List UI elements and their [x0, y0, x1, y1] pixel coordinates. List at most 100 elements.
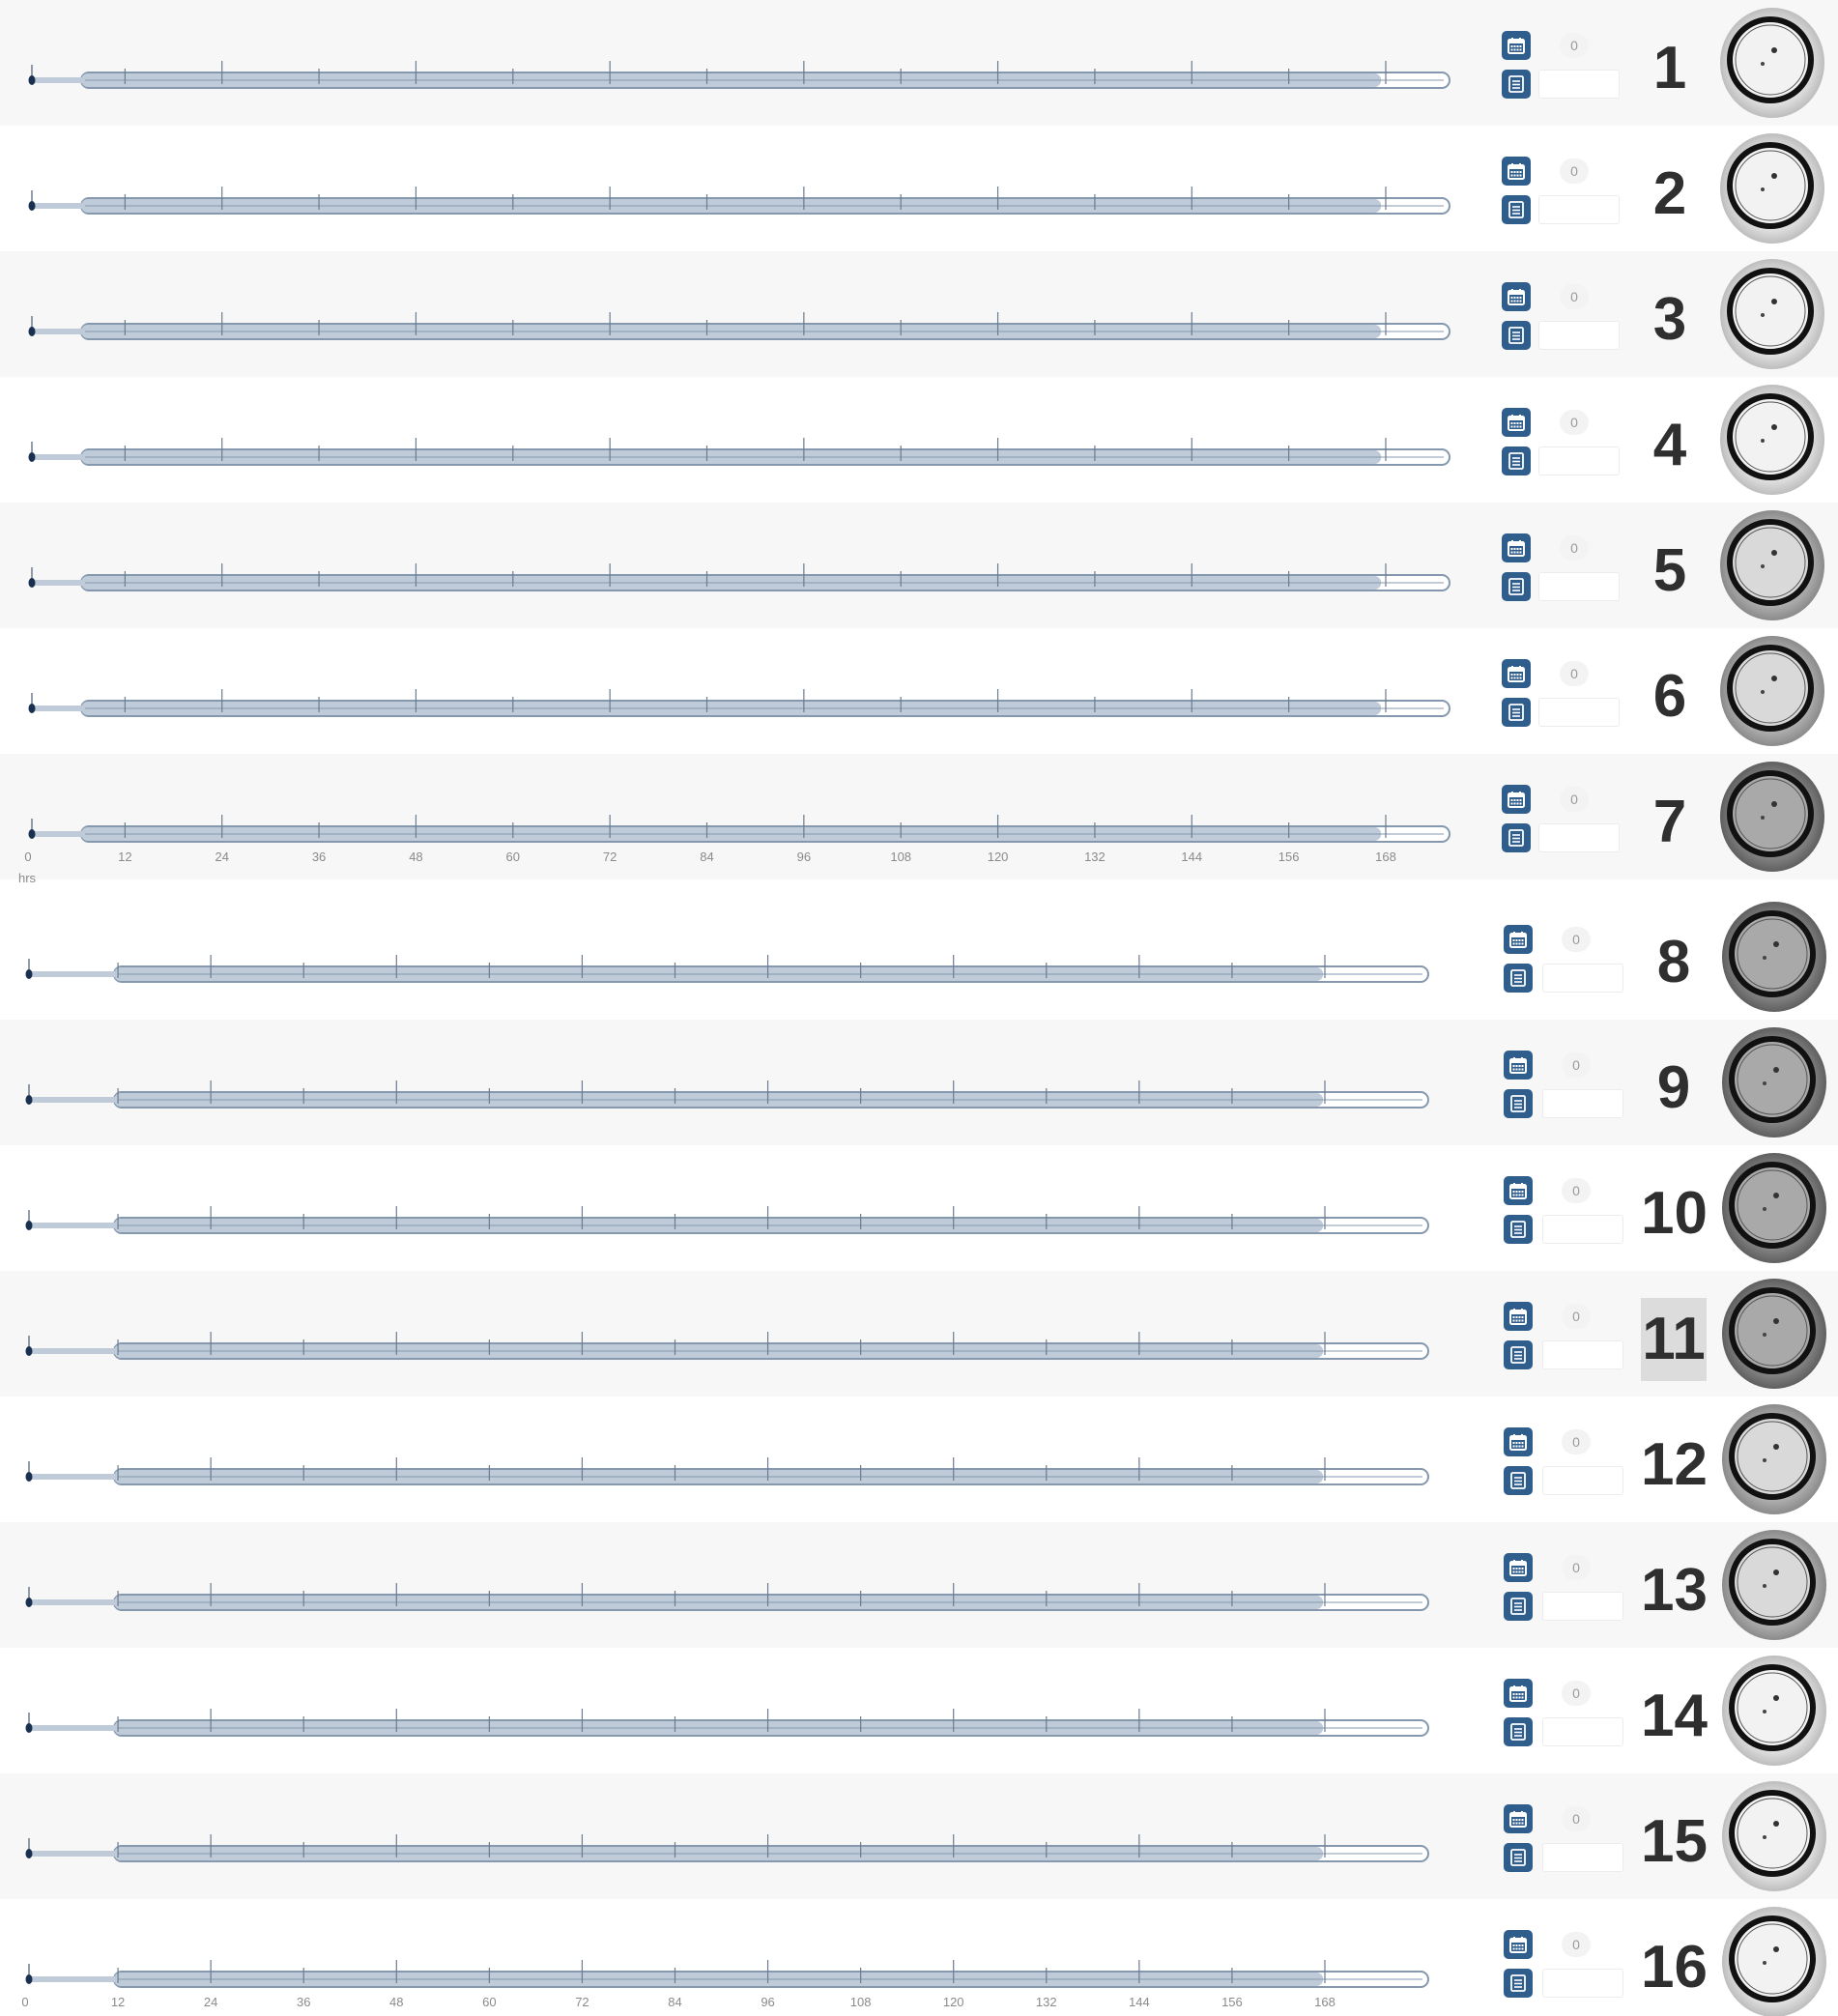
embryo-thumbnail[interactable]: [1720, 1654, 1828, 1768]
calendar-button[interactable]: [1504, 1051, 1533, 1080]
timeline-start-marker: [28, 829, 36, 839]
note-input[interactable]: [1538, 321, 1620, 350]
well-number[interactable]: 16: [1641, 1934, 1708, 2001]
well-number[interactable]: 10: [1641, 1180, 1708, 1247]
timeline-track[interactable]: [0, 1522, 1488, 1648]
well-number[interactable]: 5: [1652, 537, 1687, 604]
timeline-track[interactable]: [0, 1145, 1488, 1271]
note-input[interactable]: [1542, 1340, 1623, 1369]
calendar-button[interactable]: [1504, 1930, 1533, 1959]
notes-button[interactable]: [1504, 1215, 1533, 1244]
well-number[interactable]: 15: [1641, 1808, 1708, 1875]
timeline-track[interactable]: [0, 1271, 1488, 1397]
notes-button[interactable]: [1504, 1089, 1533, 1118]
calendar-button[interactable]: [1504, 1553, 1533, 1582]
notes-button[interactable]: [1504, 1466, 1533, 1495]
notes-button[interactable]: [1504, 1592, 1533, 1621]
notes-button[interactable]: [1502, 698, 1531, 727]
embryo-thumbnail[interactable]: [1718, 6, 1826, 120]
notes-button[interactable]: [1504, 1969, 1533, 1998]
embryo-thumbnail[interactable]: [1718, 634, 1826, 748]
note-input[interactable]: [1542, 1717, 1623, 1746]
timeline-track[interactable]: [0, 1020, 1488, 1145]
timeline-track[interactable]: [0, 377, 1488, 503]
calendar-button[interactable]: [1504, 1804, 1533, 1833]
calendar-button[interactable]: [1502, 282, 1531, 311]
note-input[interactable]: [1542, 1466, 1623, 1495]
calendar-button[interactable]: [1502, 157, 1531, 186]
notes-button[interactable]: [1504, 1340, 1533, 1369]
well-number[interactable]: 1: [1652, 35, 1687, 101]
calendar-button[interactable]: [1502, 659, 1531, 688]
notes-button[interactable]: [1502, 446, 1531, 475]
embryo-thumbnail[interactable]: [1718, 131, 1826, 245]
calendar-button[interactable]: [1504, 1679, 1533, 1708]
note-input[interactable]: [1542, 1215, 1623, 1244]
timeline-start-marker: [25, 1221, 33, 1230]
embryo-thumbnail[interactable]: [1720, 1025, 1828, 1139]
note-input[interactable]: [1538, 195, 1620, 224]
well-number[interactable]: 9: [1656, 1054, 1691, 1121]
note-input[interactable]: [1542, 1592, 1623, 1621]
note-input[interactable]: [1542, 1089, 1623, 1118]
well-number[interactable]: 4: [1652, 412, 1687, 478]
calendar-button[interactable]: [1502, 408, 1531, 437]
embryo-thumbnail[interactable]: [1720, 1277, 1828, 1391]
calendar-button[interactable]: [1504, 1302, 1533, 1331]
note-input[interactable]: [1542, 1969, 1623, 1998]
well-number[interactable]: 12: [1641, 1431, 1708, 1498]
notes-list-icon-glyph: [1508, 75, 1524, 93]
note-input[interactable]: [1538, 446, 1620, 475]
calendar-button[interactable]: [1502, 31, 1531, 60]
embryo-thumbnail[interactable]: [1720, 900, 1828, 1014]
well-number[interactable]: 2: [1652, 160, 1687, 227]
embryo-thumbnail[interactable]: [1718, 383, 1826, 497]
timeline-track[interactable]: [0, 894, 1488, 1020]
well-number[interactable]: 13: [1641, 1557, 1708, 1624]
timeline-track[interactable]: [0, 1899, 1488, 2016]
notes-button[interactable]: [1502, 572, 1531, 601]
notes-button[interactable]: [1502, 195, 1531, 224]
calendar-button[interactable]: [1504, 1176, 1533, 1205]
embryo-thumbnail[interactable]: [1720, 1402, 1828, 1516]
well-number[interactable]: 7: [1652, 789, 1687, 855]
notes-button[interactable]: [1504, 1843, 1533, 1872]
timeline-track[interactable]: [0, 1397, 1488, 1522]
calendar-button[interactable]: [1504, 1427, 1533, 1456]
timeline-track[interactable]: [0, 754, 1488, 879]
timeline-track[interactable]: [0, 0, 1488, 126]
calendar-button[interactable]: [1504, 925, 1533, 954]
embryo-thumbnail[interactable]: [1718, 257, 1826, 371]
calendar-button[interactable]: [1502, 533, 1531, 562]
embryo-thumbnail[interactable]: [1720, 1151, 1828, 1265]
calendar-button[interactable]: [1502, 785, 1531, 814]
notes-button[interactable]: [1502, 70, 1531, 99]
note-input[interactable]: [1542, 964, 1623, 993]
note-input[interactable]: [1538, 823, 1620, 852]
timeline-track[interactable]: [0, 1773, 1488, 1899]
well-number[interactable]: 14: [1641, 1683, 1708, 1749]
calendar-icon-glyph: [1508, 540, 1525, 557]
note-input[interactable]: [1538, 70, 1620, 99]
well-number[interactable]: 3: [1652, 286, 1687, 353]
note-input[interactable]: [1542, 1843, 1623, 1872]
well-number[interactable]: 8: [1656, 929, 1691, 995]
embryo-thumbnail[interactable]: [1720, 1528, 1828, 1642]
timeline-track[interactable]: [0, 251, 1488, 377]
embryo-thumbnail[interactable]: [1720, 1779, 1828, 1893]
notes-button[interactable]: [1504, 964, 1533, 993]
well-number[interactable]: 6: [1652, 663, 1687, 730]
embryo-thumbnail[interactable]: [1718, 508, 1826, 622]
notes-button[interactable]: [1502, 321, 1531, 350]
timeline-track[interactable]: [0, 503, 1488, 628]
timeline-track[interactable]: [0, 1648, 1488, 1773]
embryo-thumbnail[interactable]: [1718, 760, 1826, 874]
timeline-track[interactable]: [0, 628, 1488, 754]
note-input[interactable]: [1538, 698, 1620, 727]
notes-button[interactable]: [1504, 1717, 1533, 1746]
notes-button[interactable]: [1502, 823, 1531, 852]
well-number[interactable]: 11: [1641, 1298, 1707, 1381]
timeline-track[interactable]: [0, 126, 1488, 251]
embryo-thumbnail[interactable]: [1720, 1905, 1828, 2016]
note-input[interactable]: [1538, 572, 1620, 601]
